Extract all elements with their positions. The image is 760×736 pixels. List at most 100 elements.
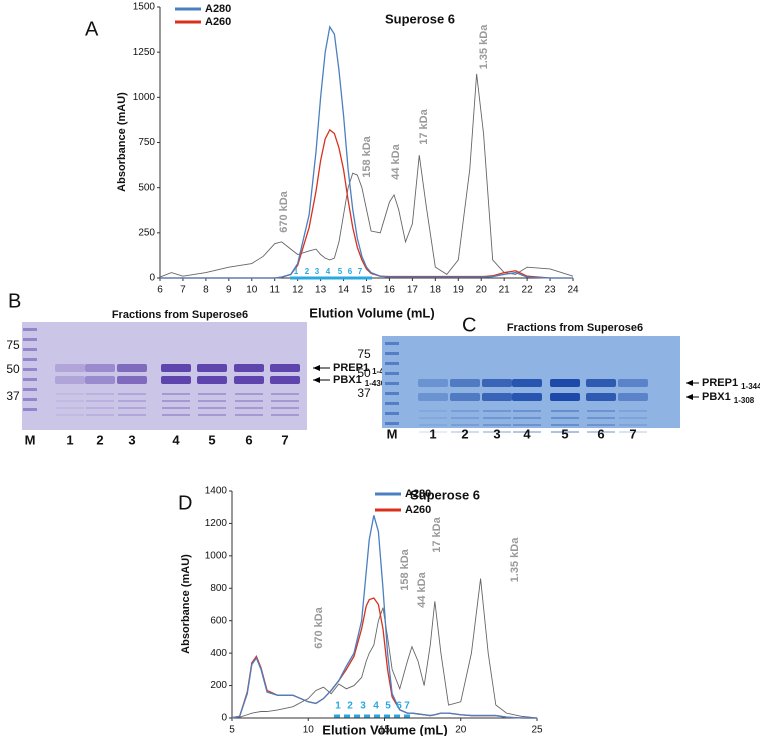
x-tick-label: 18	[430, 285, 442, 296]
marker-label: 50	[6, 362, 20, 376]
lane-label: 2	[96, 432, 103, 447]
marker-label: 75	[6, 338, 20, 352]
lane-label: 6	[597, 426, 604, 441]
minor-band	[513, 431, 541, 433]
protein-band	[270, 364, 300, 372]
x-tick-label: 6	[157, 285, 163, 296]
lane-label: 5	[208, 432, 215, 447]
legend-label: A280	[205, 3, 231, 15]
series-line	[231, 515, 537, 719]
band-label: PREP1 1-344	[702, 377, 760, 391]
minor-band	[56, 407, 84, 409]
x-tick-label: 10	[303, 725, 315, 736]
y-axis-label: Absorbance (mAU)	[116, 92, 128, 192]
series-line	[159, 73, 574, 278]
minor-band	[198, 407, 226, 409]
y-tick-label: 750	[138, 137, 155, 148]
minor-band	[619, 424, 647, 426]
minor-band	[198, 400, 226, 402]
minor-band	[235, 393, 263, 395]
band-name: PBX1	[333, 374, 362, 386]
annotation: 1.35 kDa	[509, 537, 521, 583]
x-tick-label: 10	[246, 285, 258, 296]
lane-label: 7	[281, 432, 288, 447]
series-line	[160, 25, 573, 279]
x-tick-label: 20	[455, 725, 467, 736]
fraction-label: 2	[347, 701, 353, 712]
protein-band	[234, 364, 264, 372]
minor-band	[513, 424, 541, 426]
y-tick-label: 1000	[133, 92, 156, 103]
protein-band	[482, 393, 512, 401]
y-tick-label: 1000	[205, 550, 228, 561]
protein-band	[550, 393, 580, 401]
fraction-label: 3	[315, 267, 320, 276]
x-tick-label: 11	[270, 285, 281, 296]
series-line	[231, 578, 538, 719]
annotation: 670 kDa	[278, 190, 290, 232]
fraction-label: 5	[385, 701, 391, 712]
minor-band	[118, 407, 146, 409]
minor-band	[419, 431, 447, 433]
ladder-band	[385, 402, 399, 405]
ladder-band	[385, 342, 399, 345]
protein-band	[450, 393, 480, 401]
arrow-head	[686, 380, 693, 386]
ladder-band	[23, 388, 37, 391]
minor-band	[86, 407, 114, 409]
y-tick-label: 250	[138, 227, 155, 238]
protein-band	[117, 364, 147, 372]
band-label: PBX1 1-308	[702, 391, 755, 405]
ladder-band	[23, 408, 37, 411]
ladder-band	[385, 412, 399, 415]
minor-band	[56, 414, 84, 416]
minor-band	[587, 410, 615, 412]
x-tick-label: 23	[544, 285, 556, 296]
fraction-label: 6	[396, 701, 402, 712]
x-tick-label: 12	[292, 285, 304, 296]
protein-band	[197, 364, 227, 372]
fraction-label: 4	[326, 267, 331, 276]
minor-band	[162, 393, 190, 395]
protein-band	[618, 379, 648, 387]
protein-band	[85, 376, 115, 384]
marker-label: 37	[357, 386, 371, 400]
chart-title: Superose 6	[385, 11, 455, 26]
minor-band	[451, 431, 479, 433]
band-range: 1-430	[365, 379, 386, 388]
x-tick-label: 14	[338, 285, 350, 296]
minor-band	[587, 424, 615, 426]
ladder-band	[23, 348, 37, 351]
minor-band	[235, 414, 263, 416]
x-tick-label: 19	[453, 285, 465, 296]
annotation: 44 kDa	[390, 143, 402, 179]
minor-band	[271, 407, 299, 409]
minor-band	[551, 431, 579, 433]
annotation: 17 kDa	[418, 108, 430, 144]
ladder-band	[385, 352, 399, 355]
minor-band	[419, 424, 447, 426]
ladder-band	[23, 368, 37, 371]
protein-band	[197, 376, 227, 384]
ladder-band	[385, 392, 399, 395]
lane-label: M	[387, 426, 398, 441]
lane-label: 3	[128, 432, 135, 447]
fraction-label: 3	[360, 701, 366, 712]
arrow-head	[686, 394, 693, 400]
y-tick-label: 800	[210, 583, 227, 594]
protein-band	[550, 379, 580, 387]
minor-band	[513, 417, 541, 419]
lane-label: 1	[66, 432, 73, 447]
band-name: PREP1	[702, 377, 738, 389]
x-tick-label: 15	[379, 725, 391, 736]
protein-band	[450, 379, 480, 387]
legend-label: A260	[205, 16, 231, 28]
y-tick-label: 1400	[205, 486, 228, 497]
minor-band	[483, 410, 511, 412]
x-tick-label: 22	[522, 285, 534, 296]
minor-band	[86, 414, 114, 416]
lane-label: 1	[429, 426, 436, 441]
band-name: PREP1	[333, 362, 369, 374]
annotation: 44 kDa	[416, 571, 428, 607]
